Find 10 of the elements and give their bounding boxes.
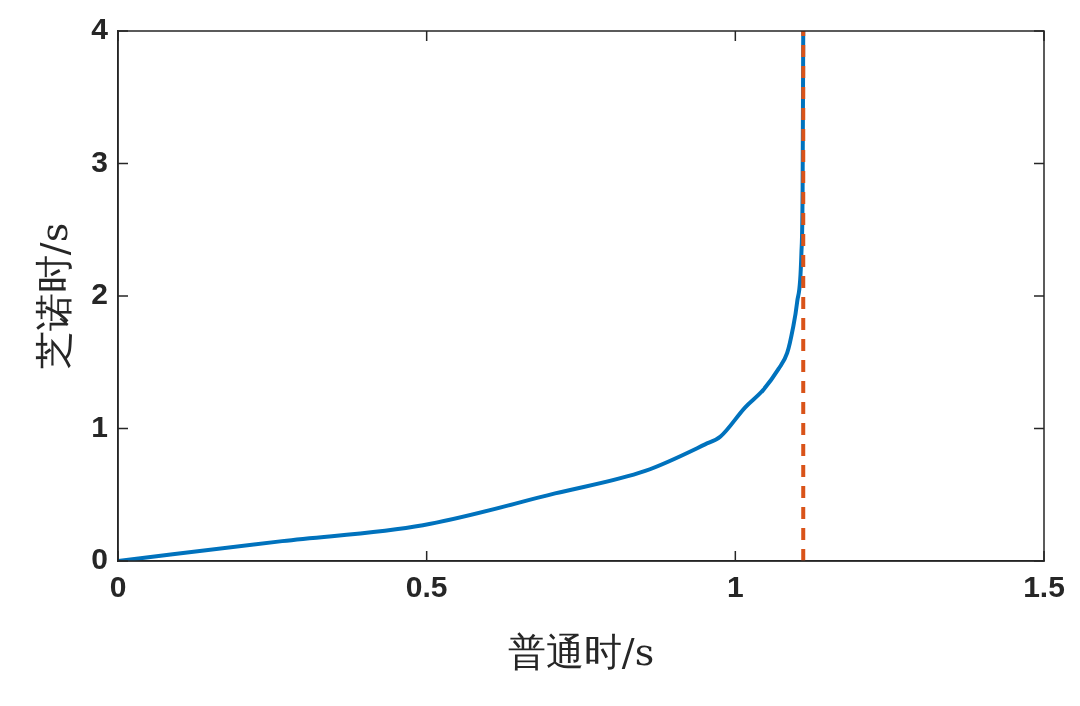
y-tick-label: 1 <box>91 409 108 443</box>
y-tick-label: 4 <box>91 12 109 46</box>
x-axis-title: 普通时/s <box>507 630 655 675</box>
y-axis-title: 芝诺时/s <box>31 222 76 370</box>
x-tick-label: 1 <box>726 570 744 604</box>
x-tick-label: 0.5 <box>405 570 448 604</box>
y-tick-label: 2 <box>91 277 108 311</box>
x-tick-label: 1.5 <box>1023 570 1065 604</box>
y-tick-label: 0 <box>91 542 108 576</box>
y-tick-label: 3 <box>91 144 108 178</box>
